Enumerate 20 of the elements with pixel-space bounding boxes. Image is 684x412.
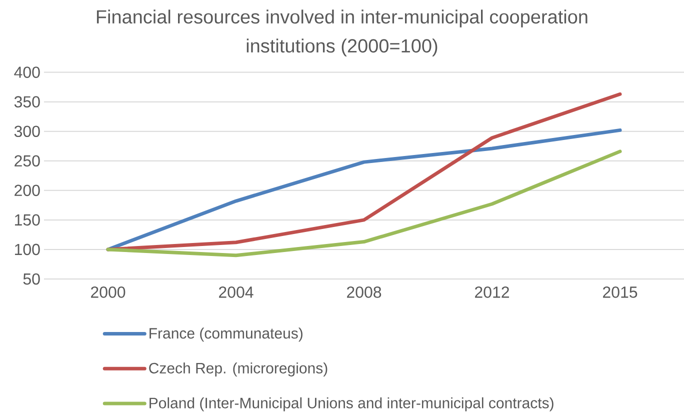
line-series: [106, 92, 622, 252]
chart-title: Financial resources involved in inter-municipal cooperation institutions (2000=100): [96, 10, 588, 56]
x-tick-label: 2000: [91, 286, 126, 298]
legend-label: Poland (Inter-Municipal Unions and inter-municipal contracts): [150, 397, 554, 412]
legend-label: Czech Rep. (microregions): [149, 362, 328, 376]
y-tick-label: 300: [14, 126, 40, 138]
y-tick-label: 150: [15, 214, 40, 226]
x-tick-label: 2004: [219, 286, 254, 298]
legend-label: France (communateus): [150, 328, 302, 342]
y-tick-label: 350: [14, 96, 40, 108]
x-tick-label: 2008: [347, 286, 382, 298]
line-series: [106, 128, 622, 252]
y-tick-label: 250: [14, 155, 40, 167]
x-tick-label: 2012: [475, 286, 509, 298]
y-tick-label: 100: [15, 244, 40, 256]
x-tick-label: 2015: [603, 286, 638, 298]
line-series: [106, 150, 622, 258]
y-tick-label: 50: [23, 273, 40, 285]
y-tick-label: 400: [14, 66, 40, 78]
y-tick-label: 200: [14, 184, 40, 196]
